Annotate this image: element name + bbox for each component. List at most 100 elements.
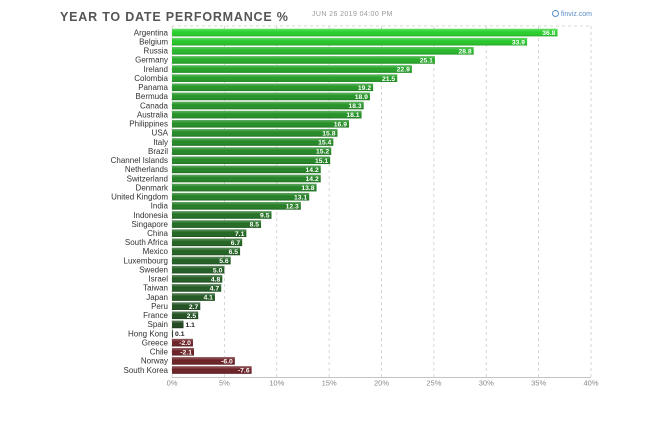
- bar-sheen: [172, 138, 334, 146]
- data-label: 6.7: [231, 240, 241, 247]
- bar-sheen: [172, 247, 241, 256]
- data-label: 15.8: [322, 130, 335, 137]
- data-label: 36.8: [542, 30, 555, 37]
- bar-sheen: [172, 229, 247, 237]
- finviz-logo-icon: [551, 10, 559, 17]
- bar-sheen: [172, 311, 199, 320]
- brand-label: finviz.com: [560, 11, 592, 18]
- bar-sheen: [172, 256, 231, 265]
- bar-sheen: [172, 238, 243, 247]
- chart-title: YEAR TO DATE PERFORMANCE %: [60, 10, 289, 24]
- category-label: Germany: [135, 56, 168, 65]
- bar-sheen: [172, 74, 398, 82]
- bar-sheen: [172, 347, 194, 356]
- category-label: Netherlands: [125, 165, 168, 174]
- data-label: -6.0: [221, 358, 233, 365]
- data-label: 14.2: [306, 167, 319, 174]
- bar-sheen: [172, 83, 374, 92]
- category-label: Peru: [151, 302, 168, 311]
- brand-link[interactable]: finviz.com: [551, 10, 592, 18]
- data-label: 2.5: [187, 313, 197, 320]
- bar-sheen: [172, 357, 235, 365]
- category-label: Luxembourg: [124, 256, 168, 265]
- data-label: -2.0: [179, 340, 191, 347]
- data-label: 33.9: [512, 39, 525, 46]
- data-label: 18.1: [346, 112, 359, 119]
- bar-sheen: [172, 110, 362, 119]
- category-label: South Africa: [125, 238, 169, 247]
- bar-sheen: [172, 156, 331, 165]
- bar-sheen: [172, 56, 435, 64]
- bar-sheen: [172, 265, 225, 274]
- category-label: China: [147, 229, 168, 238]
- category-label: Spain: [148, 320, 168, 329]
- category-label: France: [143, 311, 168, 320]
- category-label: Australia: [137, 110, 169, 119]
- data-label: 4.8: [211, 276, 221, 283]
- x-tick-label: 40%: [583, 379, 598, 388]
- bar-sheen: [172, 165, 321, 174]
- category-label: Argentina: [134, 28, 169, 37]
- category-label: Switzerland: [127, 174, 168, 183]
- bar-sheen: [172, 174, 321, 183]
- category-label: Hong Kong: [128, 329, 168, 338]
- data-label: 8.5: [250, 222, 260, 229]
- category-label: Japan: [146, 293, 168, 302]
- category-label: Brazil: [148, 147, 168, 156]
- category-label: Ireland: [144, 65, 168, 74]
- bar-sheen: [172, 119, 350, 128]
- data-label: 4.1: [203, 295, 213, 302]
- data-label: 12.3: [286, 203, 299, 210]
- data-label: 15.2: [316, 149, 329, 156]
- category-label: Italy: [153, 138, 168, 147]
- x-tick-label: 0%: [167, 379, 178, 388]
- data-label: 14.2: [306, 176, 319, 183]
- category-label: United Kingdom: [111, 193, 168, 202]
- category-label: Denmark: [136, 183, 169, 192]
- bar-sheen: [172, 65, 412, 73]
- bar-sheen: [172, 192, 310, 201]
- data-label: 25.1: [420, 58, 433, 65]
- data-label: -2.1: [180, 349, 192, 356]
- data-label: 9.5: [260, 213, 270, 220]
- x-tick-label: 20%: [374, 379, 389, 388]
- category-label: Indonesia: [133, 211, 168, 220]
- x-tick-label: 25%: [426, 379, 441, 388]
- data-label: 15.4: [318, 140, 331, 147]
- bar-sheen: [172, 129, 338, 137]
- data-label: 5.6: [219, 258, 229, 265]
- data-label: 1.1: [186, 322, 196, 329]
- category-label: Singapore: [132, 220, 169, 229]
- timestamp: JUN 26 2019 04:00 PM: [312, 11, 393, 18]
- data-label: 4.7: [210, 286, 220, 293]
- bar-sheen: [172, 338, 193, 347]
- category-label: Israel: [148, 275, 168, 284]
- bar-sheen: [172, 329, 174, 338]
- category-label: Bermuda: [136, 92, 169, 101]
- data-label: 15.1: [315, 158, 328, 165]
- x-tick-label: 35%: [531, 379, 546, 388]
- bar-sheen: [172, 284, 222, 292]
- category-label: Sweden: [139, 265, 168, 274]
- data-label: 13.8: [301, 185, 314, 192]
- bar-sheen: [172, 101, 364, 110]
- bar-sheen: [172, 302, 201, 310]
- data-label: 6.5: [229, 249, 239, 256]
- data-label: 16.9: [334, 121, 347, 128]
- bar-sheen: [172, 202, 301, 210]
- category-label: Taiwan: [143, 284, 168, 293]
- data-label: 28.8: [458, 48, 471, 55]
- data-label: 13.1: [294, 194, 307, 201]
- category-label: Channel Islands: [111, 156, 168, 165]
- category-label: Panama: [138, 83, 168, 92]
- bar-sheen: [172, 92, 370, 101]
- data-label: 22.9: [397, 67, 410, 74]
- category-label: Canada: [140, 101, 169, 110]
- category-label: USA: [152, 129, 169, 138]
- data-label: 2.7: [189, 304, 199, 311]
- category-label: Chile: [150, 348, 169, 357]
- bar-sheen: [172, 47, 474, 55]
- bar-sheen: [172, 147, 332, 155]
- data-label: 5.0: [213, 267, 223, 274]
- bar-sheen: [172, 211, 272, 219]
